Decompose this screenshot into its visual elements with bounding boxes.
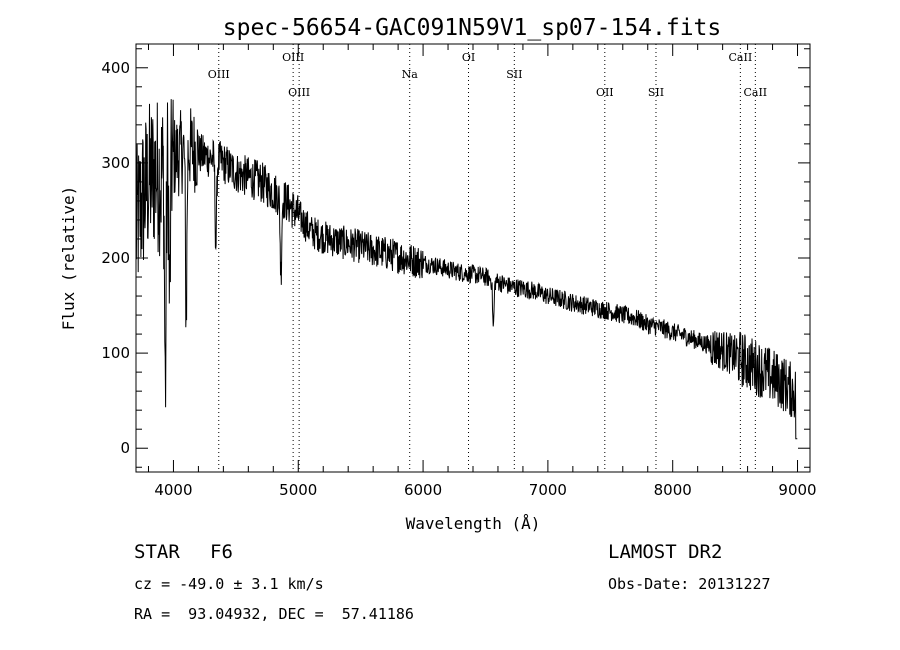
y-tick-label: 300 [101, 154, 130, 172]
x-tick-label: 8000 [654, 481, 692, 499]
spectral-line-label: SII [506, 68, 522, 81]
object-subclass: F6 [210, 541, 233, 563]
x-tick-label: 7000 [529, 481, 567, 499]
x-tick-label: 5000 [279, 481, 317, 499]
survey-name: LAMOST DR2 [608, 541, 723, 563]
spectral-lines-layer: OIII OIII OIII Na OI SII OII SII CaII CaII [208, 44, 767, 472]
obs-date-text: Obs-Date: 20131227 [608, 575, 771, 593]
spectral-line-label: OII [596, 86, 614, 99]
x-tick-label: 9000 [778, 481, 816, 499]
x-tick-label: 4000 [154, 481, 192, 499]
spectral-line-label: OI [462, 51, 475, 64]
y-tick-label: 200 [101, 249, 130, 267]
chart-title: spec-56654-GAC091N59V1_sp07-154.fits [223, 15, 722, 41]
coordinates-text: RA = 93.04932, DEC = 57.41186 [134, 605, 414, 623]
object-class: STAR [134, 541, 180, 563]
spectral-line-label: Na [402, 68, 419, 81]
spectrum-line [135, 99, 798, 440]
y-tick-label: 100 [101, 344, 130, 362]
redshift-text: cz = -49.0 ± 3.1 km/s [134, 575, 324, 593]
x-axis-label: Wavelength (Å) [406, 514, 541, 533]
spectral-line-label: OIII [288, 86, 310, 99]
plot-frame [135, 43, 811, 473]
x-tick-label: 6000 [404, 481, 442, 499]
spectral-line-label: OIII [282, 51, 304, 64]
y-tick-label: 400 [101, 59, 130, 77]
axes-layer: 4000 5000 6000 7000 8000 9000 0 100 200 300 400 [101, 44, 817, 499]
y-axis-label: Flux (relative) [59, 186, 78, 331]
spectral-line-label: SII [648, 86, 664, 99]
spectral-line-label: CaII [729, 51, 753, 64]
spectral-line-label: OIII [208, 68, 230, 81]
y-tick-label: 0 [120, 439, 130, 457]
spectral-line-label: CaII [743, 86, 767, 99]
